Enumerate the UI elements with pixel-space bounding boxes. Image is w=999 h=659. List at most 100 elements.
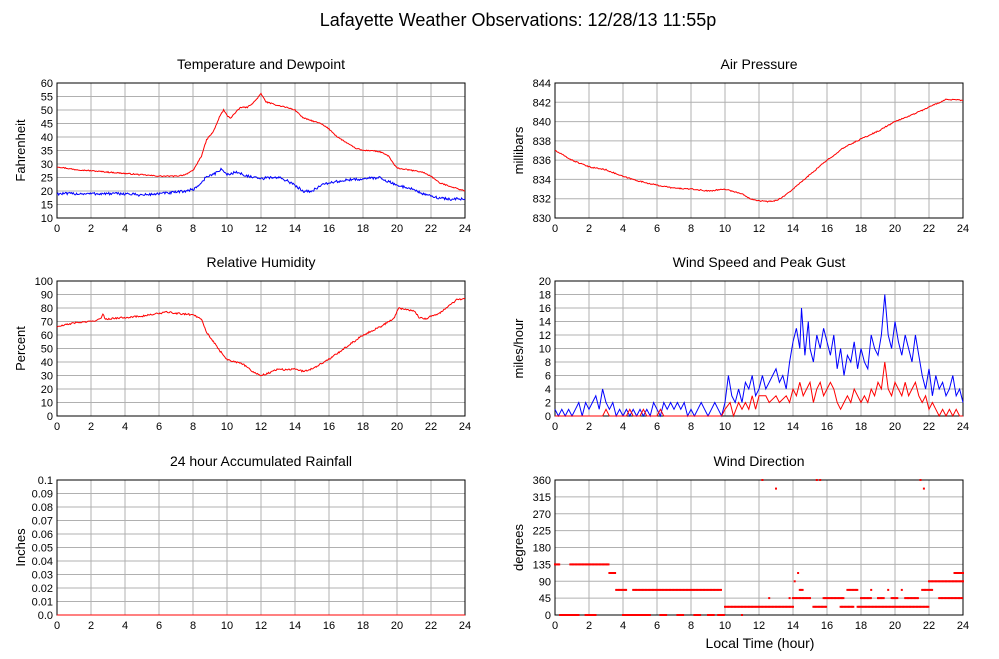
humidity-series-line (56, 297, 466, 377)
wind-direction-point (856, 605, 859, 608)
wind-direction-point (766, 605, 769, 608)
wind-direction-point (664, 588, 667, 591)
wind-direction-point (559, 614, 562, 616)
wind-direction-point (931, 588, 934, 591)
x-tick-label: 16 (821, 620, 833, 632)
y-tick-label: 2 (545, 398, 551, 410)
wind-direction-point (696, 614, 699, 616)
wind-direction-point (842, 597, 845, 600)
wind-direction-point (634, 614, 637, 616)
wind-direction-point (590, 563, 593, 566)
wind-direction-point (905, 597, 908, 600)
wind-direction-point (570, 563, 573, 566)
wind-direction-point (704, 588, 707, 591)
wind-direction-point (924, 605, 927, 608)
wind-direction-point (712, 588, 715, 591)
wind-direction-point (684, 588, 687, 591)
x-tick-label: 24 (957, 421, 969, 433)
wind-direction-point (865, 597, 868, 600)
pressure-title: Air Pressure (720, 56, 797, 72)
y-tick-label: 20 (41, 384, 53, 396)
wind-direction-point (707, 588, 710, 591)
wind-direction-point (579, 563, 582, 566)
wind-direction-point (677, 614, 680, 616)
wind-direction-point (580, 563, 583, 566)
y-tick-label: 55 (41, 92, 53, 104)
wind-direction-point (749, 605, 752, 608)
wind-direction-point (776, 605, 779, 608)
wind-direction-point (753, 605, 756, 608)
wind-direction-point (626, 614, 629, 616)
x-tick-label: 14 (787, 223, 799, 235)
wind-direction-point (959, 597, 962, 600)
wind-direction-point (949, 597, 952, 600)
x-tick-label: 18 (855, 223, 867, 235)
x-tick-label: 12 (753, 620, 765, 632)
wind-direction-point (593, 614, 596, 616)
temperature-series-line (56, 92, 466, 192)
wind-direction-point (914, 597, 917, 600)
wind-direction-point (928, 588, 931, 591)
wind-direction-point (717, 614, 720, 616)
wind-direction-point (882, 597, 885, 600)
wind-direction-point (877, 605, 880, 608)
wind-direction-point (636, 614, 639, 616)
wind-direction-point (864, 597, 867, 600)
wind-direction-point (564, 614, 567, 616)
wind-direction-point (656, 588, 659, 591)
wind-direction-point (946, 597, 949, 600)
wind-direction-point (862, 605, 865, 608)
wind-direction-point (746, 605, 749, 608)
y-tick-label: 35 (41, 146, 53, 158)
wind-direction-point (736, 605, 739, 608)
y-tick-label: 6 (545, 371, 551, 383)
wind-direction-point (869, 605, 872, 608)
wind-direction-point (711, 588, 714, 591)
wind-direction-point (709, 614, 712, 616)
wind-direction-point (948, 597, 951, 600)
wind-direction-point (616, 588, 619, 591)
temperature-series-line (56, 167, 466, 201)
wind-direction-point (935, 580, 938, 583)
x-tick-label: 0 (54, 421, 60, 433)
x-tick-label: 22 (425, 620, 437, 632)
y-tick-label: 830 (533, 213, 551, 225)
wind-direction-point (584, 563, 587, 566)
wind-direction-point (946, 580, 949, 583)
x-tick-label: 0 (552, 620, 558, 632)
x-tick-label: 22 (923, 223, 935, 235)
wind-direction-point (926, 605, 928, 608)
wind-direction-point (680, 614, 683, 616)
wind-direction-point (794, 597, 797, 600)
wind-direction-point (663, 614, 666, 616)
wind-direction-point (880, 605, 883, 608)
wind-direction-point (862, 597, 865, 600)
x-tick-label: 8 (190, 620, 196, 632)
x-tick-label: 16 (821, 223, 833, 235)
wind-direction-point (941, 597, 943, 600)
wind-direction-point (663, 588, 666, 591)
wind-direction-point (801, 588, 804, 591)
wind-direction-point (599, 563, 601, 566)
wind-direction-point (652, 588, 654, 591)
x-tick-label: 10 (221, 620, 233, 632)
y-tick-label: 70 (41, 317, 53, 329)
x-tick-label: 10 (719, 223, 731, 235)
wind-direction-point (623, 588, 626, 591)
wind-direction-point (922, 487, 925, 490)
wind-direction-point (576, 563, 579, 566)
y-tick-label: 4 (545, 384, 551, 396)
wind-direction-point (910, 605, 913, 608)
wind-direction-point (763, 605, 766, 608)
x-tick-label: 14 (289, 223, 301, 235)
y-tick-label: 10 (539, 344, 551, 356)
wind-direction-point (741, 614, 743, 616)
x-tick-label: 24 (459, 421, 471, 433)
y-tick-label: 45 (539, 593, 551, 605)
wind-direction-point (620, 588, 623, 591)
pressure-series-line (554, 98, 964, 203)
wind-direction-point (637, 588, 640, 591)
wind-direction-point (861, 597, 864, 600)
wind-direction-point (909, 605, 911, 608)
